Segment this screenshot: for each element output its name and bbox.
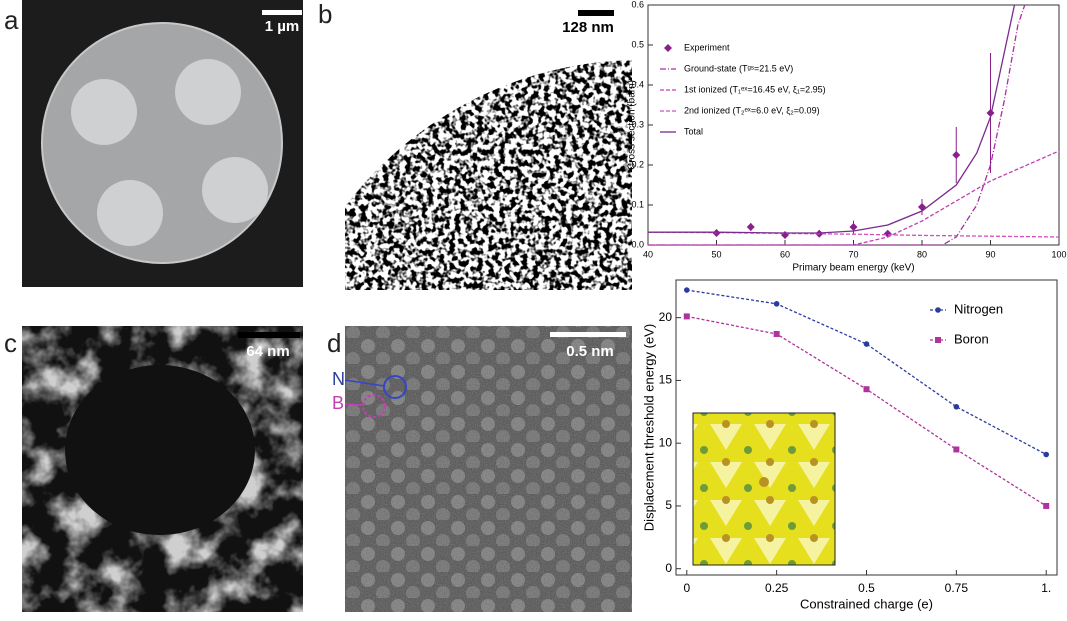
x-tick-label: 40 xyxy=(643,249,653,259)
panel-d: 0.5 nm N B d xyxy=(327,326,632,612)
series-line xyxy=(686,289,1047,456)
series-line xyxy=(648,5,1016,234)
y-tick-label: 20 xyxy=(659,310,673,324)
marker xyxy=(683,313,690,320)
marker xyxy=(918,203,926,211)
scale-bar-label: 64 nm xyxy=(246,343,289,360)
marker xyxy=(746,223,755,231)
plot-area xyxy=(648,5,1059,245)
y-tick-label: 5 xyxy=(665,498,672,512)
marker xyxy=(1043,451,1050,458)
marker xyxy=(773,330,780,337)
x-tick-label: 100 xyxy=(1051,249,1066,259)
marker xyxy=(952,151,961,159)
x-tick-label: 0.25 xyxy=(765,581,789,595)
panel-label: a xyxy=(4,5,19,35)
series-line xyxy=(648,150,1059,245)
y-axis-label: Displacement threshold energy (eV) xyxy=(641,324,656,531)
y-tick-label: 0 xyxy=(665,561,672,575)
marker xyxy=(953,446,960,453)
y-tick-label: 15 xyxy=(659,373,673,387)
marker xyxy=(1043,502,1050,509)
inset xyxy=(692,412,836,566)
y-tick-label: 10 xyxy=(659,435,673,449)
legend-label: 2nd ionized (T₂ᵉˣ=6.0 eV, ξ₂=0.09) xyxy=(684,105,820,115)
atom-label: B xyxy=(332,393,344,413)
legend-label: Experiment xyxy=(684,42,730,52)
y-tick-label: 0.4 xyxy=(631,79,644,89)
marker xyxy=(781,231,789,239)
marker xyxy=(863,386,870,393)
x-axis-label: Primary beam energy (keV) xyxy=(792,263,914,274)
x-axis-label: Constrained charge (e) xyxy=(800,596,933,611)
atom-label: N xyxy=(332,369,345,389)
marker xyxy=(953,403,960,410)
y-tick-label: 0.0 xyxy=(631,239,644,249)
legend-label: Ground-state (Tᵍˢ=21.5 eV) xyxy=(684,63,793,73)
x-tick-label: 0 xyxy=(683,581,690,595)
y-tick-label: 0.5 xyxy=(631,39,644,49)
panel-label: d xyxy=(327,328,341,358)
panel-b: 128 nm b xyxy=(318,0,632,290)
plot-frame xyxy=(647,4,1060,246)
marker xyxy=(683,287,690,293)
scale-bar-label: 128 nm xyxy=(562,19,614,36)
x-tick-label: 80 xyxy=(917,249,927,259)
marker xyxy=(935,337,941,343)
x-tick-label: 60 xyxy=(780,249,790,259)
legend-label: 1st ionized (T₁ᵉˣ=16.45 eV, ξ₁=2.95) xyxy=(684,84,826,94)
panel-label: c xyxy=(4,328,17,358)
x-tick-label: 1. xyxy=(1041,581,1051,595)
y-tick-label: 0.1 xyxy=(631,199,644,209)
series-line xyxy=(648,5,1026,245)
chart: 0 0.25 0.5 0.75 1. 0 5 10 15 20 Constrained charge… xyxy=(641,279,1058,611)
y-tick-label: 0.2 xyxy=(631,159,644,169)
legend-label: Nitrogen xyxy=(954,301,1003,316)
panel-c: 64 nm c xyxy=(4,326,303,612)
marker xyxy=(849,223,858,231)
x-tick-label: 90 xyxy=(985,249,995,259)
x-tick-label: 0.5 xyxy=(858,581,875,595)
chart: 40 50 60 70 80 90 100 0.0 0.1 0.2 0.3 0.4 0.5 0.6 Prim… xyxy=(627,0,1067,274)
y-tick-label: 0.3 xyxy=(631,119,644,129)
marker xyxy=(935,307,941,313)
x-tick-label: 0.75 xyxy=(945,581,969,595)
marker xyxy=(986,109,995,117)
panel-a: 1 µm a xyxy=(4,0,303,287)
legend-label: Total xyxy=(684,126,703,136)
scale-bar-label: 1 µm xyxy=(265,18,300,35)
y-axis-label: Cross section (barn) xyxy=(627,80,638,170)
marker xyxy=(664,44,672,52)
y-tick-label: 0.6 xyxy=(631,0,644,9)
marker xyxy=(863,341,870,347)
panel-label: b xyxy=(318,0,332,29)
scale-bar-label: 0.5 nm xyxy=(566,343,614,360)
x-tick-label: 70 xyxy=(848,249,858,259)
x-tick-label: 50 xyxy=(711,249,721,259)
marker xyxy=(773,301,780,307)
legend-label: Boron xyxy=(954,331,989,346)
